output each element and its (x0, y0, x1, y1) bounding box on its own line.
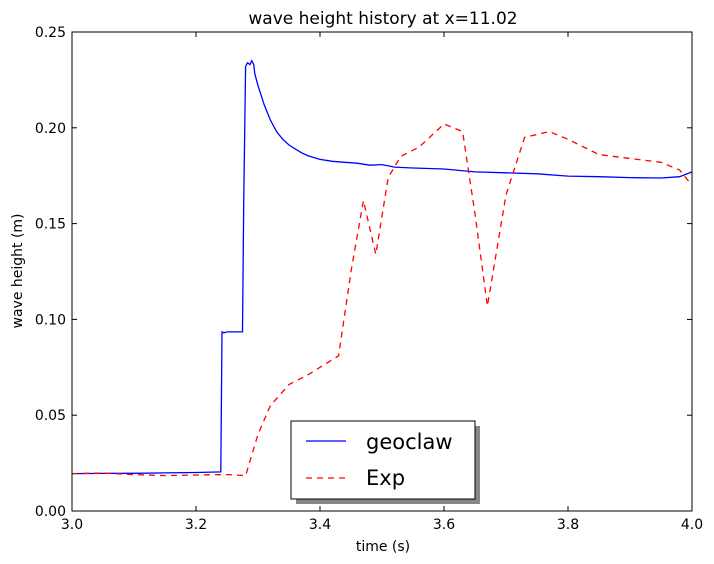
chart-title: wave height history at x=11.02 (248, 9, 517, 29)
legend: geoclaw Exp (290, 420, 480, 504)
x-axis-label: time (s) (356, 539, 410, 555)
plot-frame (71, 31, 693, 512)
x-tick-label: 4.0 (681, 517, 703, 533)
y-tick-label: 0.00 (35, 504, 66, 520)
x-tick-label: 3.2 (185, 517, 207, 533)
legend-label-geoclaw: geoclaw (366, 430, 453, 454)
y-tick-label: 0.20 (35, 121, 66, 137)
y-axis-label: wave height (m) (10, 213, 26, 328)
series-line-geoclaw (71, 59, 693, 475)
x-tick-label: 3.4 (309, 517, 331, 533)
series-layer (71, 59, 693, 477)
x-tick-label: 3.8 (557, 517, 579, 533)
legend-box (290, 420, 476, 500)
legend-label-exp: Exp (366, 466, 405, 490)
y-tick-label: 0.10 (35, 312, 66, 328)
series-line-exp (71, 123, 693, 477)
y-tick-label: 0.15 (35, 217, 66, 233)
x-tick-label: 3.0 (61, 517, 83, 533)
x-tick-label: 3.6 (433, 517, 455, 533)
y-tick-label: 0.05 (35, 408, 66, 424)
y-tick-label: 0.25 (35, 25, 66, 41)
